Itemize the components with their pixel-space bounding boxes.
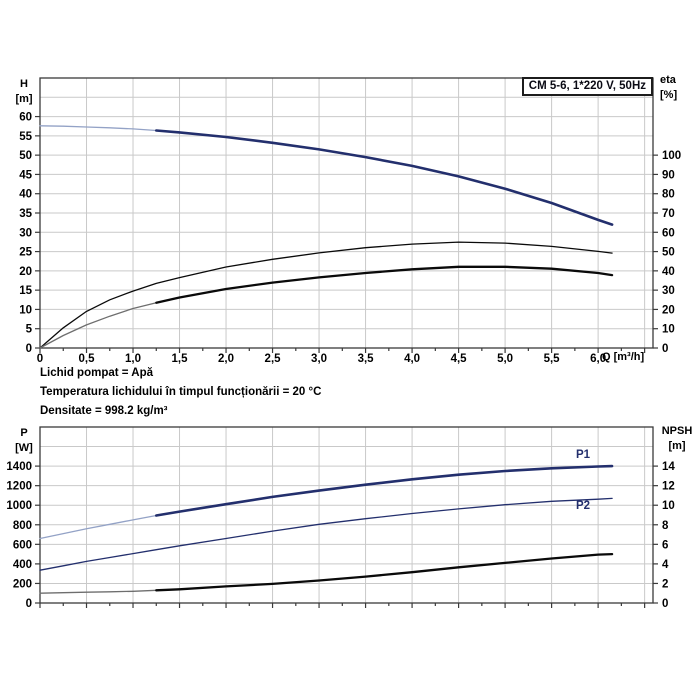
y-left-tick-label: 20 [19,266,32,278]
x-tick-label: 0,5 [79,353,96,365]
y-left-tick-label: 35 [19,208,32,220]
power-npsh-chart: 0 200 400 600 800 1000 1200 1400 0 2 4 6 8 10 12 14 [6,426,675,610]
q-axis-title: Q [m³/h] [602,351,645,363]
y-right-tick-label: 14 [662,461,675,473]
y-right-tick-label: 10 [662,324,675,336]
y-left-tick-label: 0 [26,598,32,610]
npsh-axis-title: NPSH [m] [654,424,700,454]
y-left-tick-label: 30 [19,227,32,239]
x-tick-label: 3,5 [358,353,375,365]
pump-designation-box: CM 5-6, 1*220 V, 50Hz [521,77,653,96]
y-right-tick-label: 0 [662,343,668,355]
y-left-tick-label: 45 [19,169,32,181]
y-left-tick-label: 40 [19,189,32,201]
hq-eta-chart: 0 0,5 1,0 1,5 2,0 2,5 3,0 3,5 4,0 4,5 5,0 5,5 6,0 0 5 1… [19,77,681,365]
npsh-axis-title-line1: NPSH [661,425,693,437]
annotation-block: Lichid pompat = Apă Temperatura lichidul… [40,364,321,421]
npsh-axis-title-line2: [m] [668,440,686,452]
p1-curve-label: P1 [576,449,591,461]
eta-axis-title-line2: [%] [660,89,678,101]
p2-curve [39,497,613,571]
head-curve [155,129,614,226]
x-tick-label: 0 [37,353,43,365]
x-tick-label: 4,0 [404,353,420,365]
y-left-tick-label: 25 [19,247,32,259]
p2-curve-label: P2 [576,500,591,512]
npsh-curve [155,552,614,592]
y-left-tick-label: 55 [19,131,32,143]
npsh-curve-thin-segment [39,589,157,594]
y-right-tick-label: 6 [662,539,668,551]
p1-curve [155,464,614,517]
y-left-tick-label: 1000 [6,500,32,512]
x-tick-label: 4,5 [451,353,468,365]
x-tick-label: 5,5 [544,353,561,365]
y-right-tick-label: 30 [662,285,675,297]
y-right-tick-label: 8 [662,520,669,532]
y-left-tick-label: 200 [13,578,32,590]
p-axis-title-line2: [W] [15,442,33,454]
y-right-tick-label: 80 [662,189,675,201]
y-right-tick-label: 2 [662,578,668,590]
x-tick-label: 1,5 [172,353,189,365]
eta-total-curve [155,265,614,304]
y-left-tick-label: 1200 [6,481,32,493]
y-left-tick-label: 10 [19,304,32,316]
y-right-tick-label: 12 [662,481,675,493]
annotation-liquid: Lichid pompat = Apă [40,367,153,379]
h-axis-title-line1: H [20,78,28,90]
x-tick-label: 2,5 [265,353,282,365]
y-left-tick-label: 800 [13,520,32,532]
eta-axis-title: eta [%] [660,73,677,103]
x-tick-label: 5,0 [497,353,513,365]
x-tick-label: 1,0 [125,353,141,365]
y-left-tick-label: 1400 [6,461,32,473]
x-tick-label: 2,0 [218,353,234,365]
y-right-tick-label: 40 [662,266,675,278]
y-left-tick-label: 600 [13,539,32,551]
p1-curve-thin-segment [39,514,157,540]
annotation-density: Densitate = 998.2 kg/m³ [40,405,168,417]
y-left-tick-label: 400 [13,559,32,571]
p-axis-title-line1: P [20,427,28,439]
y-left-tick-label: 15 [19,285,32,297]
y-left-tick-label: 5 [26,324,33,336]
y-right-tick-label: 70 [662,208,675,220]
annotation-temperature: Temperatura lichidului în timpul funcțio… [40,386,322,398]
y-left-tick-label: 60 [19,112,32,124]
p-axis-title: P [W] [10,426,38,456]
y-right-tick-label: 50 [662,247,675,259]
y-right-tick-label: 60 [662,227,675,239]
y-left-tick-label: 50 [19,150,32,162]
y-left-tick-label: 0 [26,343,32,355]
y-right-tick-label: 100 [662,150,681,162]
eta-pump-curve [39,241,613,349]
eta-axis-title-line1: eta [660,74,676,86]
x-tick-label: 3,0 [311,353,327,365]
plot-frame [39,426,654,604]
y-right-tick-label: 10 [662,500,675,512]
h-axis-title: H [m] [10,77,38,107]
y-right-tick-label: 4 [662,559,669,571]
h-axis-title-line2: [m] [15,93,33,105]
x-tick-label: 6,0 [590,353,606,365]
y-right-tick-label: 20 [662,304,675,316]
head-curve-thin-segment [39,125,157,132]
y-right-tick-label: 90 [662,169,675,181]
eta-total-curve-thin-segment [39,302,157,349]
y-right-tick-label: 0 [662,598,668,610]
